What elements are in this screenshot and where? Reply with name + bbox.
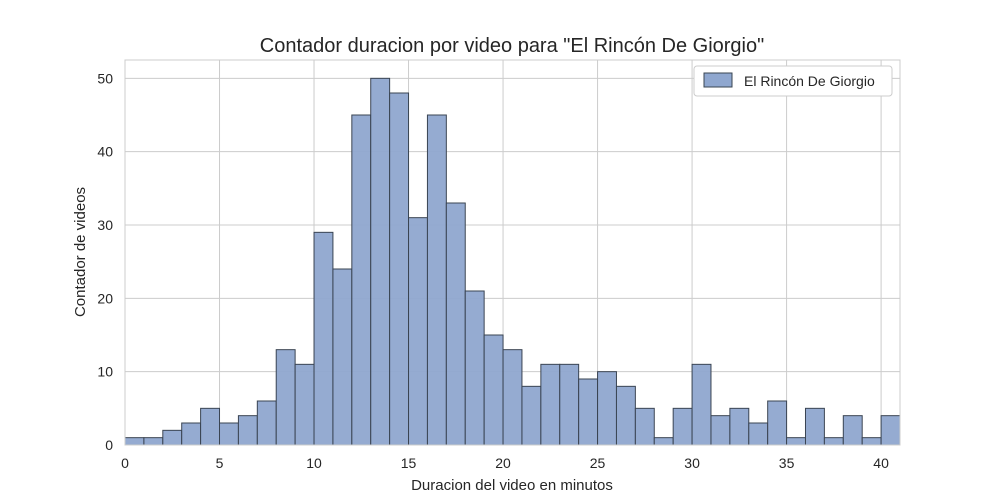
histogram-bar (370, 77, 391, 446)
x-tick-label: 40 (873, 455, 889, 471)
y-tick-label: 20 (97, 290, 113, 306)
histogram-bar (748, 422, 769, 446)
histogram-bar (653, 437, 674, 446)
histogram-bar (597, 371, 617, 446)
histogram-bar (521, 385, 542, 446)
histogram-bar (219, 422, 239, 446)
histogram-bar (691, 363, 712, 446)
x-tick-label: 5 (216, 455, 224, 471)
histogram-bar (464, 290, 485, 446)
histogram-bar (767, 400, 788, 446)
histogram-bar (256, 400, 277, 446)
y-tick-label: 50 (97, 70, 113, 86)
histogram-bar (823, 437, 844, 446)
x-tick-label: 30 (684, 455, 700, 471)
legend-swatch (703, 72, 733, 88)
histogram-bar (445, 202, 466, 446)
histogram-bar (408, 217, 428, 446)
histogram-bar (162, 429, 183, 446)
histogram-bar (804, 407, 825, 446)
y-tick-labels: 0 10 20 30 40 50 (97, 70, 113, 453)
histogram-bar (181, 422, 202, 446)
histogram-bar (578, 378, 599, 446)
x-tick-label: 20 (495, 455, 511, 471)
histogram-bar (483, 334, 504, 446)
x-tick-label: 10 (306, 455, 322, 471)
bars-group (124, 77, 901, 446)
histogram-bar (200, 407, 221, 446)
histogram-bar (615, 385, 636, 446)
x-tick-label: 0 (121, 455, 129, 471)
histogram-bar (880, 415, 901, 446)
chart-title: Contador duracion por video para "El Rin… (260, 35, 764, 57)
histogram-bar (237, 415, 258, 446)
histogram-bar (389, 92, 410, 446)
y-tick-label: 10 (97, 364, 113, 380)
histogram-bar (124, 437, 145, 446)
histogram-bar (275, 349, 296, 446)
x-tick-label: 35 (779, 455, 795, 471)
legend-entry-label: El Rincón De Giorgio (744, 73, 875, 89)
histogram-bar (672, 407, 693, 446)
legend-box (693, 65, 893, 97)
histogram-bar (559, 363, 580, 446)
y-tick-label: 40 (97, 144, 113, 160)
histogram-bar (426, 114, 447, 446)
y-tick-label: 0 (105, 437, 113, 453)
histogram-bar (634, 407, 655, 446)
histogram-bar (143, 437, 164, 446)
x-axis-label: Duracion del video en minutos (411, 477, 613, 494)
x-tick-label: 25 (590, 455, 606, 471)
x-tick-label: 15 (401, 455, 417, 471)
histogram-bar (861, 437, 882, 446)
histogram-bar (332, 268, 353, 446)
histogram-bar (313, 231, 334, 446)
histogram-bar (502, 349, 523, 446)
legend: El Rincón De Giorgio (693, 65, 893, 97)
histogram-bar (294, 363, 315, 446)
plot-frame (124, 59, 901, 446)
histogram-bar (540, 363, 561, 446)
histogram-bar (786, 437, 806, 446)
y-tick-label: 30 (97, 217, 113, 233)
histogram-bar (842, 415, 863, 446)
histogram-bar (710, 415, 731, 446)
x-tick-labels: 0 5 10 15 20 25 30 35 40 (121, 455, 889, 471)
histogram-bar (729, 407, 750, 446)
y-axis-label: Contador de videos (72, 187, 89, 317)
histogram-bar (351, 114, 372, 446)
